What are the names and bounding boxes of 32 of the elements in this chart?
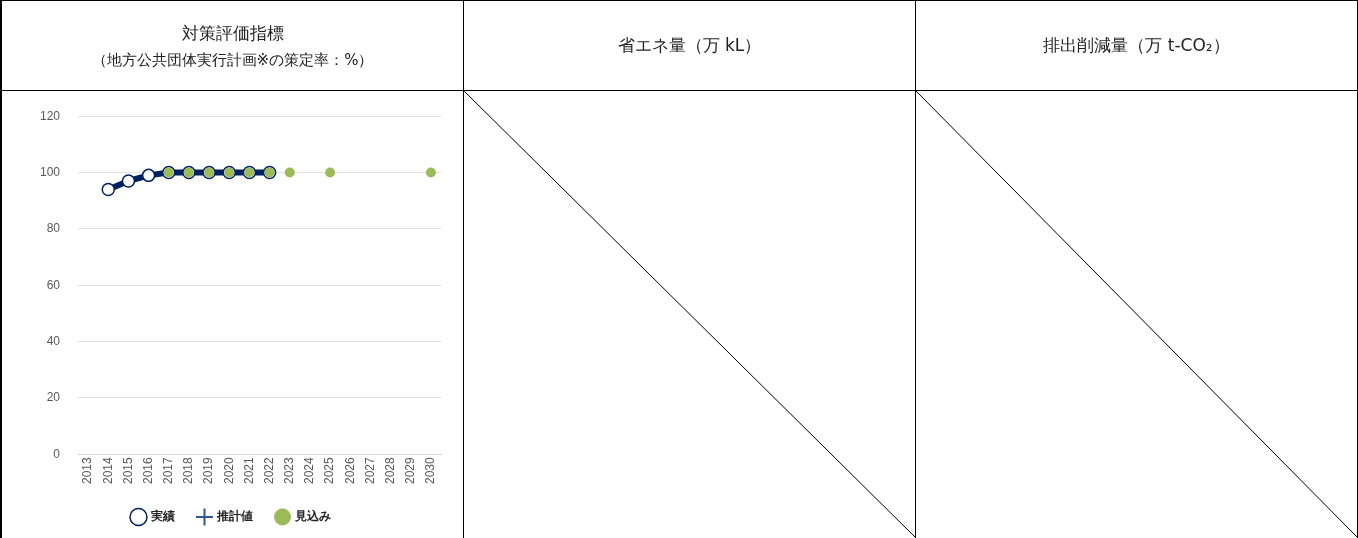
x-tick-label: 2030 (423, 456, 438, 485)
x-tick-label: 2025 (322, 456, 337, 485)
y-tick-label: 40 (46, 333, 61, 348)
x-tick-label: 2017 (161, 456, 176, 485)
x-tick-label: 2013 (80, 456, 95, 485)
x-tick-label: 2020 (221, 456, 236, 485)
x-tick-label: 2029 (403, 456, 418, 485)
legend-label: 実績 (149, 509, 175, 524)
y-tick-label: 80 (46, 221, 61, 236)
x-tick-label: 2021 (241, 456, 256, 485)
y-tick-label: 100 (39, 164, 61, 179)
x-tick-label: 2014 (100, 456, 115, 485)
y-tick-label: 0 (53, 446, 61, 461)
x-tick-label: 2019 (201, 456, 216, 485)
x-tick-label: 2028 (382, 456, 397, 485)
y-tick-label: 20 (46, 390, 61, 405)
x-tick-label: 2022 (261, 456, 276, 485)
text: 排出削減量（万 t-CO₂） (1043, 34, 1230, 57)
x-tick-label: 2023 (282, 456, 297, 485)
y-tick-label: 120 (39, 108, 61, 123)
legend-label: 推計値 (215, 509, 253, 524)
x-tick-label: 2027 (362, 456, 377, 485)
text: 省エネ量（万 kL） (617, 34, 762, 57)
x-tick-label: 2024 (302, 456, 317, 485)
y-tick-label: 60 (46, 277, 61, 292)
chart-subtitle: （地方公共団体実行計画※の策定率：%） (91, 50, 374, 70)
chart-title: 対策評価指標 (181, 21, 284, 45)
legend-label: 見込み (293, 509, 331, 524)
x-tick-label: 2018 (181, 456, 196, 485)
x-tick-label: 2015 (120, 456, 135, 485)
x-tick-label: 2016 (140, 456, 155, 485)
x-tick-label: 2026 (342, 456, 357, 485)
